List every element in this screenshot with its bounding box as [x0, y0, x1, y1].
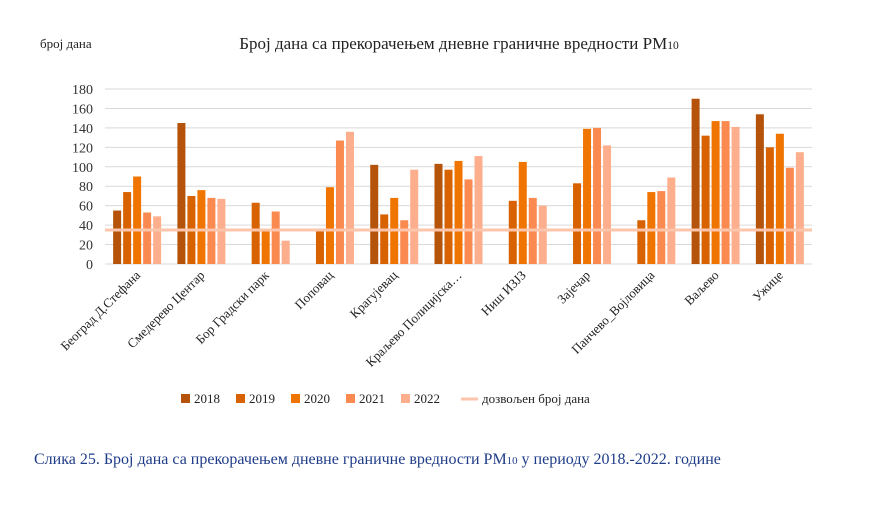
- bar-2020: [133, 176, 142, 264]
- bar-2022: [667, 177, 676, 264]
- chart-title-text: Број дана са прекорачењем дневне граничн…: [239, 34, 668, 53]
- bar-2019: [573, 183, 582, 264]
- x-tick-label: Крагујевац: [347, 267, 401, 321]
- caption-suffix: у периоду 2018.-2022. године: [517, 451, 721, 468]
- y-tick-label: 120: [72, 141, 93, 156]
- bar-2020: [454, 160, 463, 264]
- bar-2020: [775, 133, 784, 264]
- bar-2019: [444, 169, 453, 264]
- bar-2018: [113, 210, 122, 264]
- legend-label: 2020: [304, 391, 330, 406]
- bar-2021: [593, 127, 602, 264]
- legend-label: 2021: [359, 391, 385, 406]
- bar-2022: [731, 126, 740, 265]
- bar-2019: [701, 135, 710, 264]
- bar-2018: [370, 164, 379, 264]
- bar-2022: [281, 240, 290, 264]
- bar-2020: [583, 128, 592, 264]
- bar-2019: [123, 192, 132, 264]
- legend-label: 2019: [249, 391, 275, 406]
- bar-2022: [153, 216, 162, 264]
- bar-2020: [647, 192, 656, 264]
- legend-swatch-2022: [401, 394, 410, 403]
- x-tick-label: Зајечар: [554, 268, 593, 307]
- x-tick-label: Ниш ИЗЈЗ: [478, 268, 529, 319]
- bar-2019: [637, 220, 646, 264]
- bar-2022: [603, 145, 612, 264]
- legend-label: 2018: [194, 391, 220, 406]
- bar-2022: [795, 152, 804, 264]
- bar-2022: [474, 156, 483, 264]
- bar-2018: [177, 123, 186, 265]
- y-tick-label: 40: [79, 219, 93, 234]
- y-tick-label: 180: [72, 83, 93, 98]
- bar-2019: [508, 200, 517, 264]
- legend-label: дозвољен број дана: [482, 391, 590, 406]
- y-tick-label: 0: [86, 258, 93, 273]
- legend-swatch-2018: [181, 394, 190, 403]
- bar-2018: [755, 114, 764, 265]
- y-tick-label: 60: [79, 200, 93, 215]
- y-axis-label: број дана: [40, 36, 92, 51]
- legend-swatch-2020: [291, 394, 300, 403]
- bar-2022: [538, 205, 547, 264]
- bar-2020: [197, 190, 206, 264]
- x-tick-label: Поповац: [291, 267, 336, 312]
- bar-2019: [251, 202, 260, 264]
- chart-title: Број дана са прекорачењем дневне граничн…: [0, 34, 878, 54]
- y-tick-label: 160: [72, 102, 93, 117]
- bar-2021: [464, 179, 473, 264]
- bar-2022: [345, 131, 354, 264]
- y-tick-label: 140: [72, 122, 93, 137]
- bar-2019: [765, 147, 774, 264]
- bar-2021: [143, 212, 152, 264]
- bar-2022: [410, 169, 419, 264]
- figure-caption: Слика 25. Број дана са прекорачењем днев…: [34, 451, 721, 469]
- bar-2021: [335, 140, 344, 264]
- legend-swatch-2021: [346, 394, 355, 403]
- bar-2020: [518, 161, 527, 264]
- bar-2018: [691, 98, 700, 264]
- bar-2021: [785, 167, 794, 264]
- bar-2021: [657, 191, 666, 264]
- bar-2021: [271, 211, 280, 264]
- bar-2019: [380, 214, 389, 264]
- x-tick-label: Ваљево: [681, 268, 721, 308]
- bar-2018: [434, 163, 443, 264]
- bar-2020: [261, 229, 270, 264]
- legend-swatch-2019: [236, 394, 245, 403]
- legend-label: 2022: [414, 391, 440, 406]
- caption-subscript: 10: [506, 455, 518, 467]
- y-tick-label: 100: [72, 161, 93, 176]
- bar-2021: [721, 121, 730, 264]
- y-tick-label: 20: [79, 239, 93, 254]
- bar-2019: [315, 229, 324, 264]
- bar-2020: [711, 121, 720, 264]
- y-tick-label: 80: [79, 180, 93, 195]
- bar-2020: [325, 187, 334, 264]
- x-tick-label: Ужице: [749, 267, 786, 304]
- caption-text: Слика 25. Број дана са прекорачењем днев…: [34, 451, 507, 468]
- chart-title-subscript: 10: [667, 39, 679, 52]
- bar-2021: [400, 220, 409, 264]
